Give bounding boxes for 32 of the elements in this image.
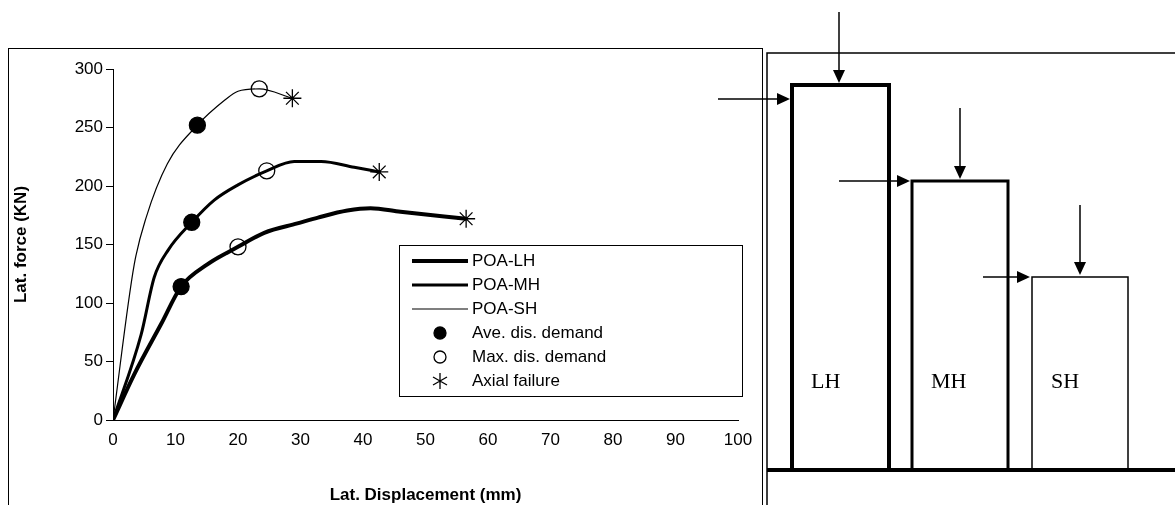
y-tick-label: 300 [74, 58, 103, 78]
y-axis-title: Lat. force (KN) [10, 185, 30, 304]
x-tick-label: 90 [666, 429, 685, 449]
x-tick-label: 60 [478, 429, 498, 449]
x-tick-label: 20 [228, 429, 248, 449]
y-tick-label: 200 [74, 175, 103, 195]
y-tick-label: 150 [74, 234, 103, 254]
x-tick-label: 80 [603, 429, 623, 449]
legend-label: Axial failure [472, 370, 560, 392]
text: LH [811, 368, 841, 394]
point [369, 162, 389, 182]
legend-label: POA-MH [472, 274, 540, 296]
legend-label: Max. dis. demand [472, 346, 607, 368]
x-tick-label: 100 [723, 429, 753, 449]
text: MH [931, 368, 967, 394]
y-tick-label: 0 [93, 409, 103, 429]
x-tick-label: 0 [108, 429, 118, 449]
x-tick-label: 50 [416, 429, 435, 449]
point [282, 88, 303, 108]
x-tick-label: 40 [353, 429, 373, 449]
x-axis-title: Lat. Displacement (mm) [329, 485, 522, 505]
text: SH [1051, 368, 1080, 394]
x-tick-label: 70 [541, 429, 560, 449]
y-tick-label: 50 [84, 351, 103, 371]
legend-label: POA-SH [472, 298, 538, 320]
legend-label: POA-LH [472, 250, 536, 272]
point [456, 209, 476, 229]
y-tick-label: 250 [74, 117, 103, 137]
legend-label: Ave. dis. demand [472, 322, 604, 344]
y-tick-label: 100 [74, 292, 103, 312]
x-tick-label: 30 [291, 429, 310, 449]
x-tick-label: 10 [166, 429, 185, 449]
